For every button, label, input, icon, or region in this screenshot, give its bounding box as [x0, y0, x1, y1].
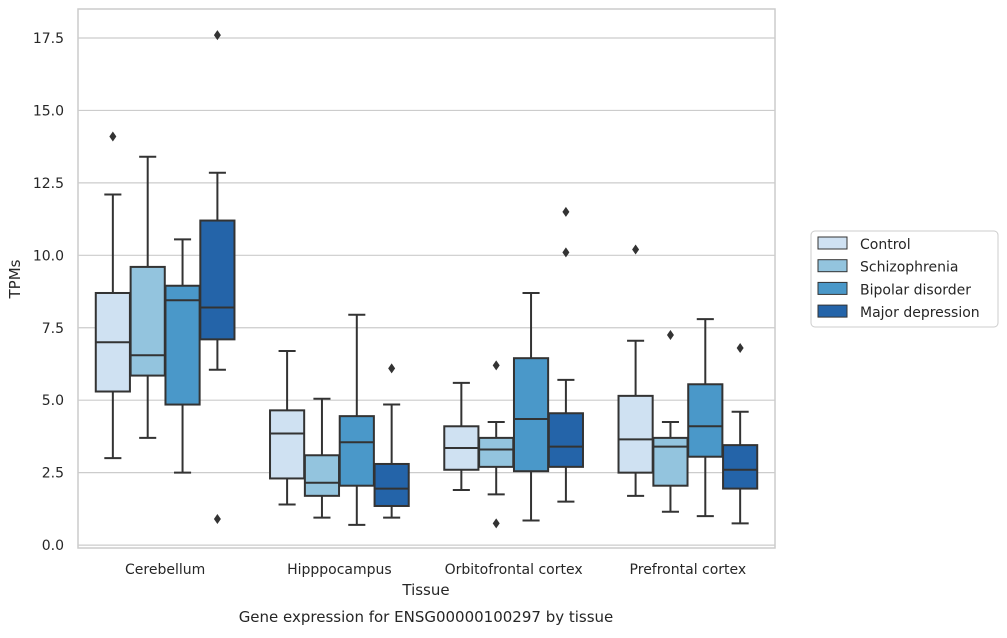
outlier-point	[388, 363, 396, 374]
legend-label: Bipolar disorder	[860, 282, 971, 298]
box	[129, 265, 166, 377]
y-tick-label: 10.0	[33, 248, 64, 264]
x-tick-label: Prefrontal cortex	[630, 562, 747, 578]
box-group	[303, 397, 341, 519]
box	[687, 383, 724, 458]
box	[303, 454, 341, 497]
y-axis-label: TPMs	[6, 259, 24, 299]
box-group	[269, 349, 306, 506]
legend-swatch	[817, 236, 848, 250]
y-tick-label: 17.5	[33, 31, 64, 47]
legend-label: Schizophrenia	[860, 260, 958, 276]
outlier-point	[213, 30, 221, 41]
box-group	[687, 318, 724, 518]
box	[164, 284, 201, 406]
boxes	[94, 30, 759, 529]
box-group	[164, 238, 201, 474]
y-tick-label: 0.0	[42, 538, 64, 554]
x-tick-label: Cerebellum	[125, 562, 205, 578]
chart-caption: Gene expression for ENSG00000100297 by t…	[239, 608, 614, 626]
box-group	[617, 244, 654, 497]
outlier-point	[736, 343, 744, 354]
y-tick-label: 2.5	[42, 466, 64, 482]
outlier-point	[562, 206, 570, 217]
outlier-point	[632, 244, 640, 255]
y-axis-ticks: 0.0 2.5 5.0 7.5 10.0 12.5 15.0 17.5	[33, 31, 64, 554]
box	[373, 462, 410, 507]
box-group	[199, 30, 236, 525]
box	[269, 409, 306, 480]
y-tick-label: 7.5	[42, 321, 64, 337]
box	[547, 412, 584, 468]
box-group	[547, 206, 584, 503]
box	[199, 219, 236, 341]
legend-swatch	[817, 259, 848, 273]
x-axis-label: Tissue	[401, 581, 449, 599]
outlier-point	[492, 518, 500, 529]
x-tick-label: Hipppocampus	[287, 562, 392, 578]
legend-label: Major depression	[860, 305, 980, 321]
box	[338, 415, 375, 487]
box-group	[338, 313, 375, 526]
plot-area	[77, 8, 776, 549]
outlier-point	[109, 131, 117, 142]
box-group	[129, 155, 166, 439]
legend-items: Control Schizophrenia Bipolar disorder Majo…	[817, 236, 980, 321]
outlier-point	[666, 330, 674, 341]
outlier-point	[492, 360, 500, 371]
legend-label: Control	[860, 237, 911, 253]
box-group	[373, 363, 410, 519]
y-tick-label: 15.0	[33, 103, 64, 119]
box-group	[443, 381, 480, 492]
legend-swatch	[817, 304, 848, 318]
legend-swatch	[817, 281, 848, 295]
box-group	[652, 330, 689, 513]
box-group	[478, 360, 515, 529]
box-group	[512, 291, 550, 522]
outlier-point	[213, 514, 221, 525]
box	[512, 357, 550, 473]
legend: Control Schizophrenia Bipolar disorder Majo…	[810, 230, 999, 328]
box-group	[722, 343, 759, 525]
x-tick-label: Orbitofrontal cortex	[445, 562, 583, 578]
box	[652, 436, 689, 487]
y-tick-label: 12.5	[33, 176, 64, 192]
legend-frame	[810, 230, 999, 328]
box	[617, 394, 654, 474]
box	[478, 436, 515, 468]
y-tick-label: 5.0	[42, 393, 64, 409]
box-group	[94, 131, 131, 460]
x-axis-ticks: Cerebellum Hipppocampus Orbitofrontal cort…	[125, 562, 746, 578]
box	[722, 444, 759, 490]
outlier-point	[562, 247, 570, 258]
